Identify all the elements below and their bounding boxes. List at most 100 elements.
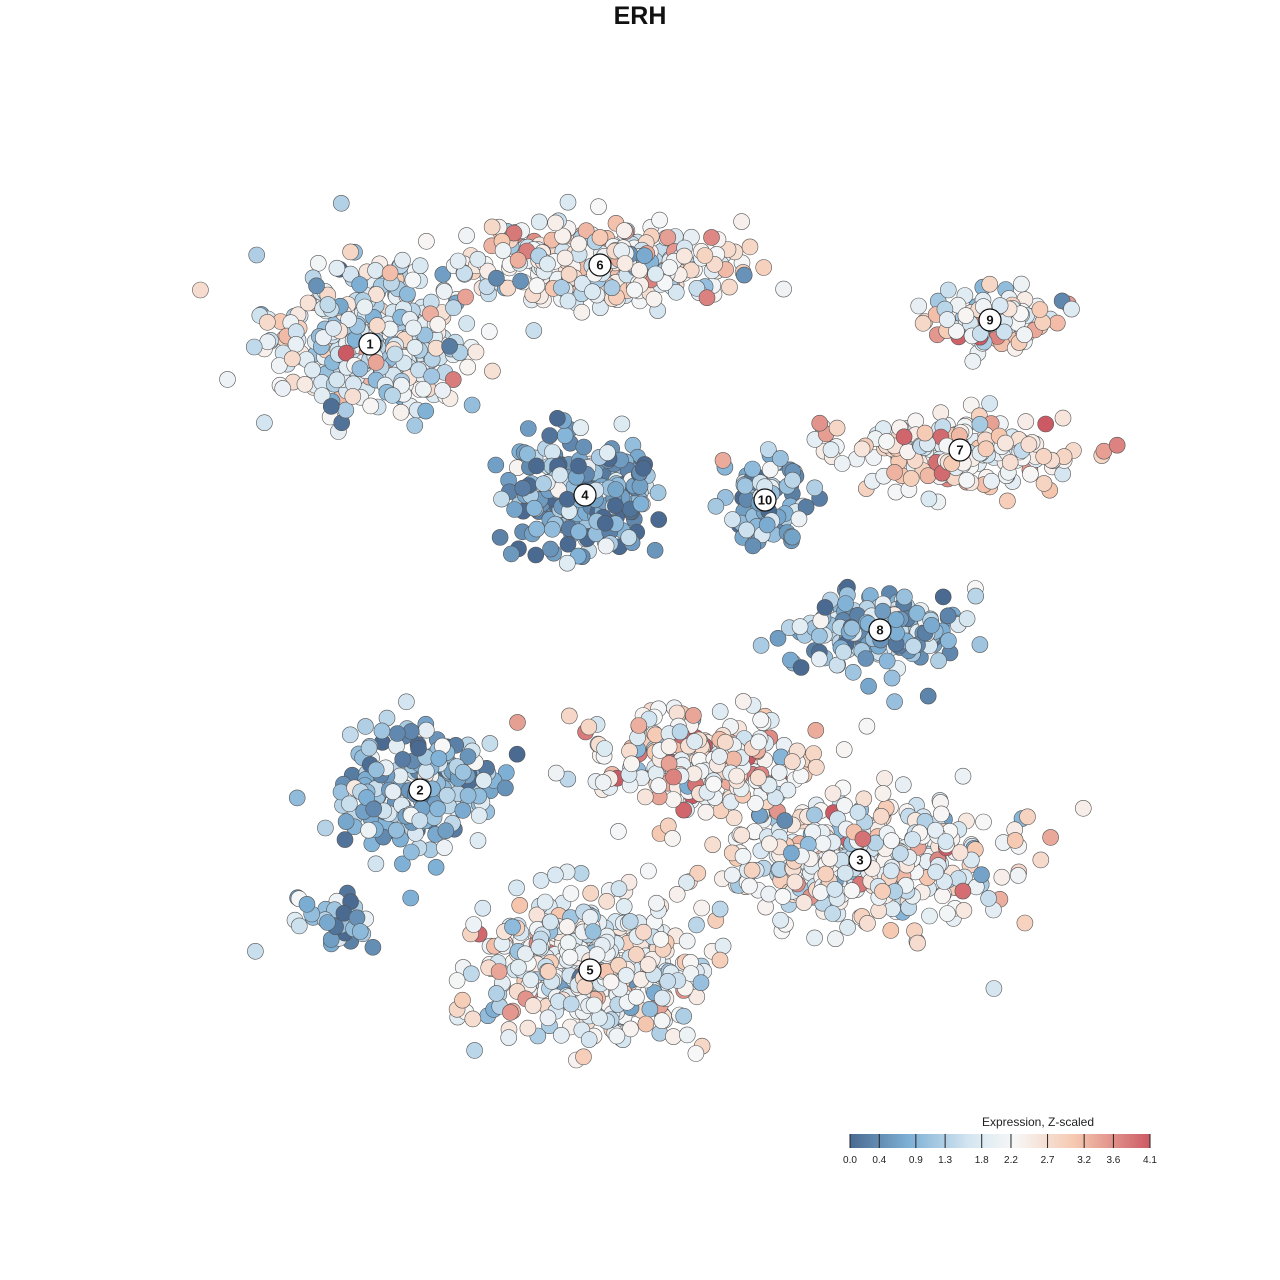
data-point xyxy=(351,360,369,378)
data-point xyxy=(934,887,951,905)
data-point xyxy=(1013,275,1030,293)
data-point xyxy=(733,213,750,230)
data-point xyxy=(585,996,603,1014)
data-point xyxy=(514,479,532,497)
data-point xyxy=(572,865,590,882)
data-point xyxy=(711,900,729,918)
data-point xyxy=(406,417,424,434)
data-point xyxy=(192,281,209,299)
data-point xyxy=(964,352,982,370)
data-point xyxy=(902,470,920,487)
data-point xyxy=(427,858,445,876)
legend-tick-label: 2.2 xyxy=(1004,1155,1018,1166)
data-point xyxy=(844,663,862,681)
data-point xyxy=(558,490,576,508)
data-point xyxy=(971,636,989,653)
legend-tick-label: 1.3 xyxy=(938,1155,952,1166)
data-point xyxy=(367,761,385,779)
data-point xyxy=(547,764,565,782)
data-point xyxy=(790,510,808,528)
data-point xyxy=(394,251,411,269)
data-point xyxy=(692,974,710,992)
data-point xyxy=(769,629,787,647)
data-point xyxy=(584,923,602,940)
data-point xyxy=(734,847,752,865)
data-point xyxy=(406,339,424,356)
data-point xyxy=(650,511,668,528)
data-point xyxy=(475,772,493,789)
data-point xyxy=(752,637,770,654)
data-point xyxy=(418,233,435,250)
data-point xyxy=(904,831,921,848)
cluster-label-badge xyxy=(588,253,612,277)
cluster-label-2: 2 xyxy=(408,778,432,802)
data-point xyxy=(1108,436,1126,454)
data-point xyxy=(342,243,359,261)
data-point xyxy=(1032,851,1050,869)
data-point xyxy=(553,279,570,296)
data-point xyxy=(659,229,677,246)
data-point xyxy=(480,323,498,340)
data-point xyxy=(417,762,435,780)
data-point xyxy=(596,514,614,532)
data-point xyxy=(270,357,288,374)
data-point xyxy=(891,845,909,862)
data-point xyxy=(524,997,542,1014)
data-point xyxy=(716,733,734,751)
cluster-label-badge xyxy=(578,958,602,982)
data-point xyxy=(626,281,643,299)
data-point xyxy=(448,972,466,989)
data-point xyxy=(283,350,301,368)
data-point xyxy=(365,800,383,818)
data-point xyxy=(843,619,861,637)
data-point xyxy=(484,362,501,380)
data-point xyxy=(883,832,900,849)
data-point xyxy=(562,995,580,1013)
cluster-label-text: 7 xyxy=(956,443,963,458)
data-point xyxy=(993,868,1011,886)
data-point xyxy=(664,830,681,847)
cluster-label-text: 2 xyxy=(416,783,423,798)
data-point xyxy=(689,864,707,882)
data-point xyxy=(824,785,842,802)
data-point xyxy=(582,884,600,902)
data-point xyxy=(341,726,359,744)
data-point xyxy=(761,461,779,478)
data-point xyxy=(921,907,938,925)
data-point xyxy=(384,387,401,404)
data-point xyxy=(909,934,926,952)
data-point xyxy=(508,879,525,897)
data-point xyxy=(491,529,509,546)
data-point xyxy=(434,382,451,399)
data-point xyxy=(937,833,955,850)
cluster-label-4: 4 xyxy=(573,483,597,507)
data-point xyxy=(402,843,420,861)
data-point xyxy=(874,785,892,802)
data-point xyxy=(628,988,645,1006)
data-point xyxy=(459,358,477,376)
data-point xyxy=(348,909,366,927)
legend-title: Expression, Z-scaled xyxy=(981,1115,1095,1129)
data-point xyxy=(811,414,829,432)
data-point xyxy=(536,893,554,911)
data-point xyxy=(948,322,965,340)
data-point xyxy=(932,805,950,823)
cluster-label-badge xyxy=(408,778,432,802)
data-point xyxy=(527,546,545,564)
data-point xyxy=(822,441,840,459)
data-point xyxy=(980,890,997,907)
data-point xyxy=(598,892,616,910)
data-point xyxy=(616,255,634,272)
data-point xyxy=(287,335,305,353)
data-point xyxy=(887,611,905,628)
data-point xyxy=(688,916,705,934)
data-point xyxy=(967,587,985,605)
data-point xyxy=(610,823,627,840)
data-point xyxy=(939,281,957,299)
data-point xyxy=(981,275,999,293)
data-point xyxy=(939,905,956,922)
data-point xyxy=(882,862,900,880)
data-point xyxy=(1016,326,1033,344)
data-point xyxy=(522,971,540,989)
